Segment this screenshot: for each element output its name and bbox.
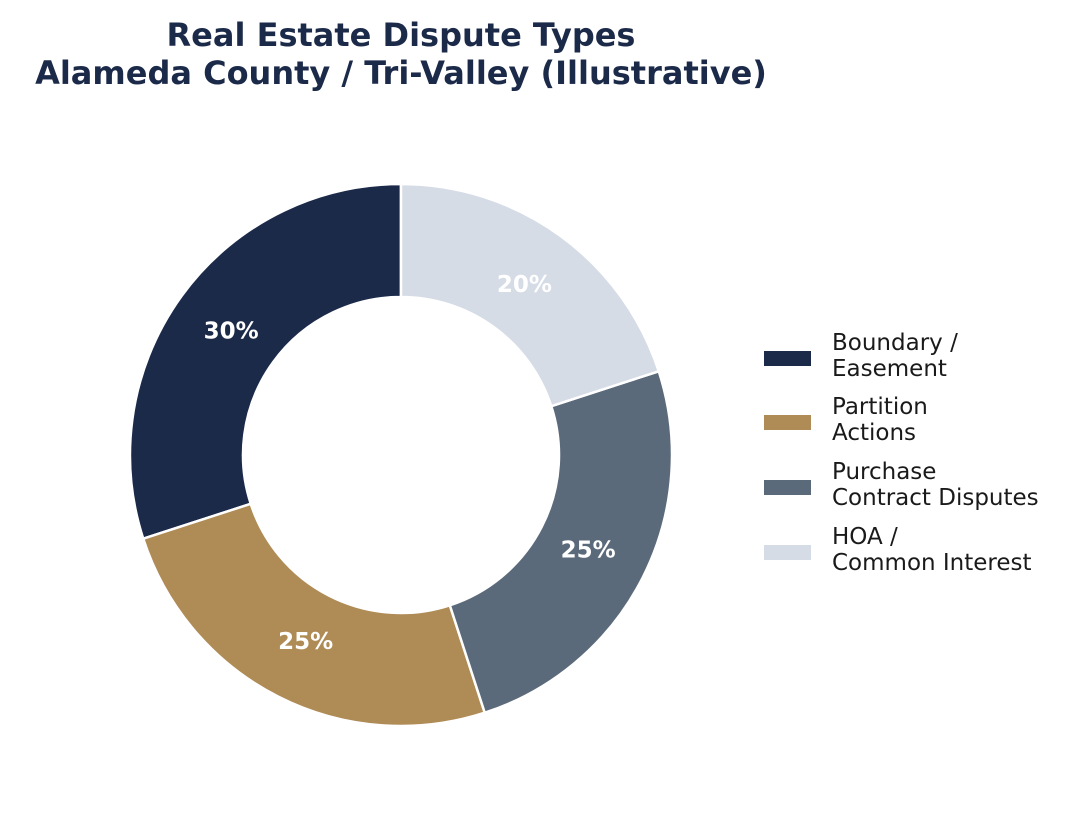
legend-label: Partition Actions: [832, 394, 928, 446]
slice-percent-label: 20%: [497, 272, 552, 298]
slice-percent-label: 25%: [561, 537, 616, 563]
donut-slice-purchase-contract-disputes: [448, 370, 674, 714]
legend-label: Boundary / Easement: [832, 330, 958, 382]
legend-label-line: Actions: [832, 420, 917, 446]
legend-label-line: Easement: [832, 356, 947, 382]
legend-swatch: [764, 480, 811, 495]
legend-label-line: Common Interest: [832, 550, 1032, 576]
legend-label-line: HOA /: [832, 524, 898, 550]
legend-item-partition-actions: Partition Actions: [762, 394, 1082, 450]
legend-label-line: Purchase: [832, 459, 937, 485]
legend-item-hoa-common-interest: HOA / Common Interest: [762, 524, 1082, 580]
legend-label-line: Contract Disputes: [832, 485, 1039, 511]
legend-item-purchase-contract-disputes: Purchase Contract Disputes: [762, 459, 1082, 515]
legend-label-line: Partition: [832, 394, 928, 420]
legend-label: HOA / Common Interest: [832, 524, 1032, 576]
slice-percent-label: 30%: [204, 319, 259, 345]
chart-title-line-2: Alameda County / Tri-Valley (Illustrativ…: [35, 54, 767, 92]
legend-swatch: [764, 351, 811, 366]
donut-slice-hoa-common-interest: [399, 182, 660, 408]
donut-slice-boundary-easement: [128, 182, 403, 540]
legend-swatch: [764, 415, 811, 430]
legend-item-boundary-easement: Boundary / Easement: [762, 330, 1082, 386]
slice-percent-label: 25%: [278, 629, 333, 655]
legend-label-line: Boundary /: [832, 330, 958, 356]
chart-title-line-1: Real Estate Dispute Types: [166, 16, 636, 54]
donut-slice-partition-actions: [142, 502, 486, 728]
legend-label: Purchase Contract Disputes: [832, 459, 1039, 511]
legend-swatch: [764, 545, 811, 560]
